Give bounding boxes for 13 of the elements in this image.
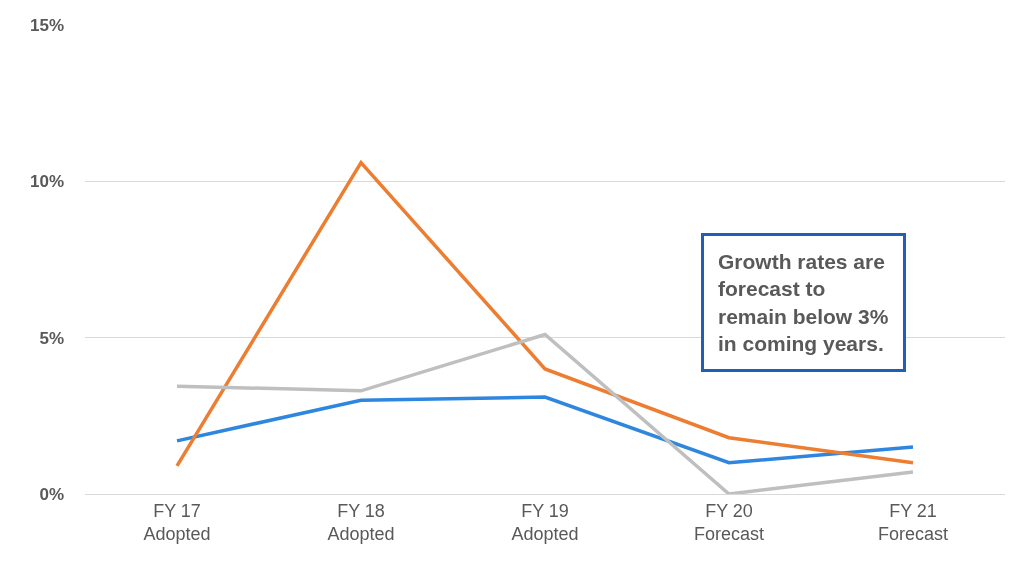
- x-tick-label: FY 17 Adopted: [143, 500, 211, 544]
- y-tick-label: 5%: [39, 328, 64, 348]
- line-series: [175, 160, 915, 468]
- y-tick-label: 15%: [29, 15, 64, 35]
- x-tick-label: FY 18 Adopted: [327, 500, 395, 544]
- x-tick-label: FY 20 Forecast: [693, 500, 765, 544]
- y-tick-label: 10%: [29, 172, 64, 192]
- line-series: [175, 332, 915, 494]
- x-tick-label: FY 21 Forecast: [877, 500, 949, 544]
- line-series: [175, 395, 915, 465]
- annotation: Growth rates are forecast to remain below 3% in coming years.: [718, 250, 889, 355]
- y-tick-label: 0%: [39, 484, 64, 504]
- x-tick-label: FY 19 Adopted: [511, 500, 579, 544]
